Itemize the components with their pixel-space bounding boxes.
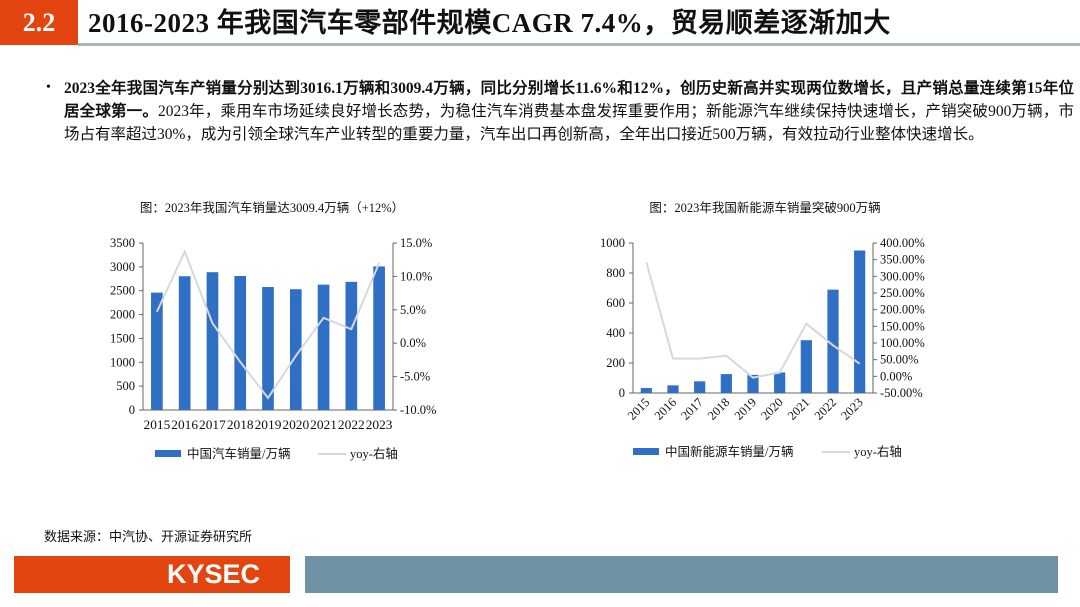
x-tick-label: 2019 — [732, 395, 760, 423]
x-tick-label: 2018 — [705, 395, 733, 423]
right-tick-label: 350.00% — [880, 253, 925, 267]
x-tick-label: 2016 — [652, 395, 680, 423]
page-title: 2016-2023 年我国汽车零部件规模CAGR 7.4%，贸易顺差逐渐加大 — [88, 8, 891, 38]
left-tick-label: 200 — [606, 356, 625, 370]
bar-2019 — [747, 374, 759, 393]
x-tick-label: 2016 — [171, 418, 198, 432]
bar-2016 — [178, 276, 191, 410]
bar-2016 — [667, 385, 679, 393]
logo: KYSEC — [166, 559, 260, 589]
right-tick-label: 100.00% — [880, 336, 925, 350]
left-tick-label: 0 — [129, 403, 135, 417]
header-divider — [78, 43, 1080, 46]
right-tick-label: -50.00% — [880, 386, 923, 400]
x-tick-label: 2020 — [282, 418, 309, 432]
x-tick-label: 2022 — [812, 395, 840, 423]
right-tick-label: 10.0% — [400, 269, 432, 283]
left-tick-label: 800 — [606, 266, 625, 280]
left-tick-label: 1000 — [110, 355, 135, 369]
x-tick-label: 2017 — [678, 395, 706, 423]
legend-bar-label: 中国新能源车销量/万辆 — [665, 444, 793, 459]
left-tick-label: 2500 — [110, 284, 135, 298]
bar-2020 — [289, 289, 302, 410]
bar-2023 — [854, 250, 866, 393]
left-tick-label: 2000 — [110, 308, 135, 322]
bar-2023 — [373, 266, 385, 410]
x-tick-label: 2019 — [255, 418, 282, 432]
x-tick-label: 2017 — [199, 418, 226, 432]
body-text: 2023年，乘用车市场延续良好增长态势，为稳住汽车消费基本盘发挥重要作用；新能源… — [64, 103, 1074, 143]
left-tick-label: 3500 — [110, 236, 135, 250]
right-tick-label: 300.00% — [880, 269, 925, 283]
right-tick-label: 0.0% — [400, 336, 426, 350]
x-tick-label: 2023 — [366, 418, 393, 432]
right-tick-label: 150.00% — [880, 319, 925, 333]
right-tick-label: -5.0% — [400, 370, 430, 384]
x-tick-label: 2021 — [310, 418, 337, 432]
legend-line-label: yoy-右轴 — [350, 446, 398, 461]
legend-bar-swatch — [633, 448, 659, 455]
right-tick-label: 15.0% — [400, 236, 432, 250]
bar-2021 — [317, 284, 330, 410]
x-tick-label: 2015 — [625, 395, 653, 423]
section-number: 2.2 — [0, 0, 78, 45]
body-paragraph: 2023全年我国汽车产销量分别达到3016.1万辆和3009.4万辆，同比分别增… — [64, 77, 1074, 146]
x-tick-label: 2022 — [338, 418, 365, 432]
footer-logo-bar: KYSEC — [14, 556, 290, 593]
body-bold-text: 2023全年我国汽车产销量分别达到3016.1万辆和3009.4万辆，同比分别增… — [64, 80, 1074, 120]
right-tick-label: 0.00% — [880, 369, 912, 383]
bar-2015 — [151, 292, 163, 410]
x-tick-label: 2018 — [227, 418, 254, 432]
left-tick-label: 500 — [116, 379, 135, 393]
x-tick-label: 2015 — [144, 418, 171, 432]
right-tick-label: -10.0% — [400, 403, 436, 417]
legend-line-label: yoy-右轴 — [854, 444, 902, 459]
right-tick-label: 400.00% — [880, 236, 925, 250]
bullet-icon: • — [46, 80, 51, 95]
left-tick-label: 1500 — [110, 331, 135, 345]
right-tick-label: 50.00% — [880, 353, 919, 367]
x-tick-label: 2021 — [785, 395, 813, 423]
left-tick-label: 1000 — [600, 236, 625, 250]
legend-bar-label: 中国汽车销量/万辆 — [187, 446, 290, 461]
right-tick-label: 250.00% — [880, 286, 925, 300]
left-tick-label: 3000 — [110, 260, 135, 274]
right-tick-label: 5.0% — [400, 303, 426, 317]
x-tick-label: 2020 — [758, 395, 786, 423]
left-tick-label: 0 — [619, 386, 625, 400]
bar-2021 — [800, 340, 812, 393]
bar-2017 — [694, 381, 706, 393]
bar-2017 — [206, 272, 219, 410]
bar-2020 — [774, 372, 786, 393]
legend-bar-swatch — [155, 450, 181, 457]
left-tick-label: 400 — [606, 326, 625, 340]
data-source: 数据来源：中汽协、开源证券研究所 — [44, 529, 253, 544]
bar-2019 — [262, 287, 274, 410]
footer-bar — [305, 556, 1058, 593]
chart-title: 图：2023年我国汽车销量达3009.4万辆（+12%） — [140, 200, 404, 215]
bar-2018 — [720, 374, 732, 393]
bar-2022 — [827, 289, 839, 393]
bar-2022 — [345, 281, 358, 410]
right-tick-label: 200.00% — [880, 303, 925, 317]
bar-2015 — [640, 388, 652, 393]
chart-title: 图：2023年我国新能源车销量突破900万辆 — [649, 200, 880, 215]
x-tick-label: 2023 — [838, 395, 866, 423]
bar-2018 — [234, 276, 247, 410]
left-tick-label: 600 — [606, 296, 625, 310]
